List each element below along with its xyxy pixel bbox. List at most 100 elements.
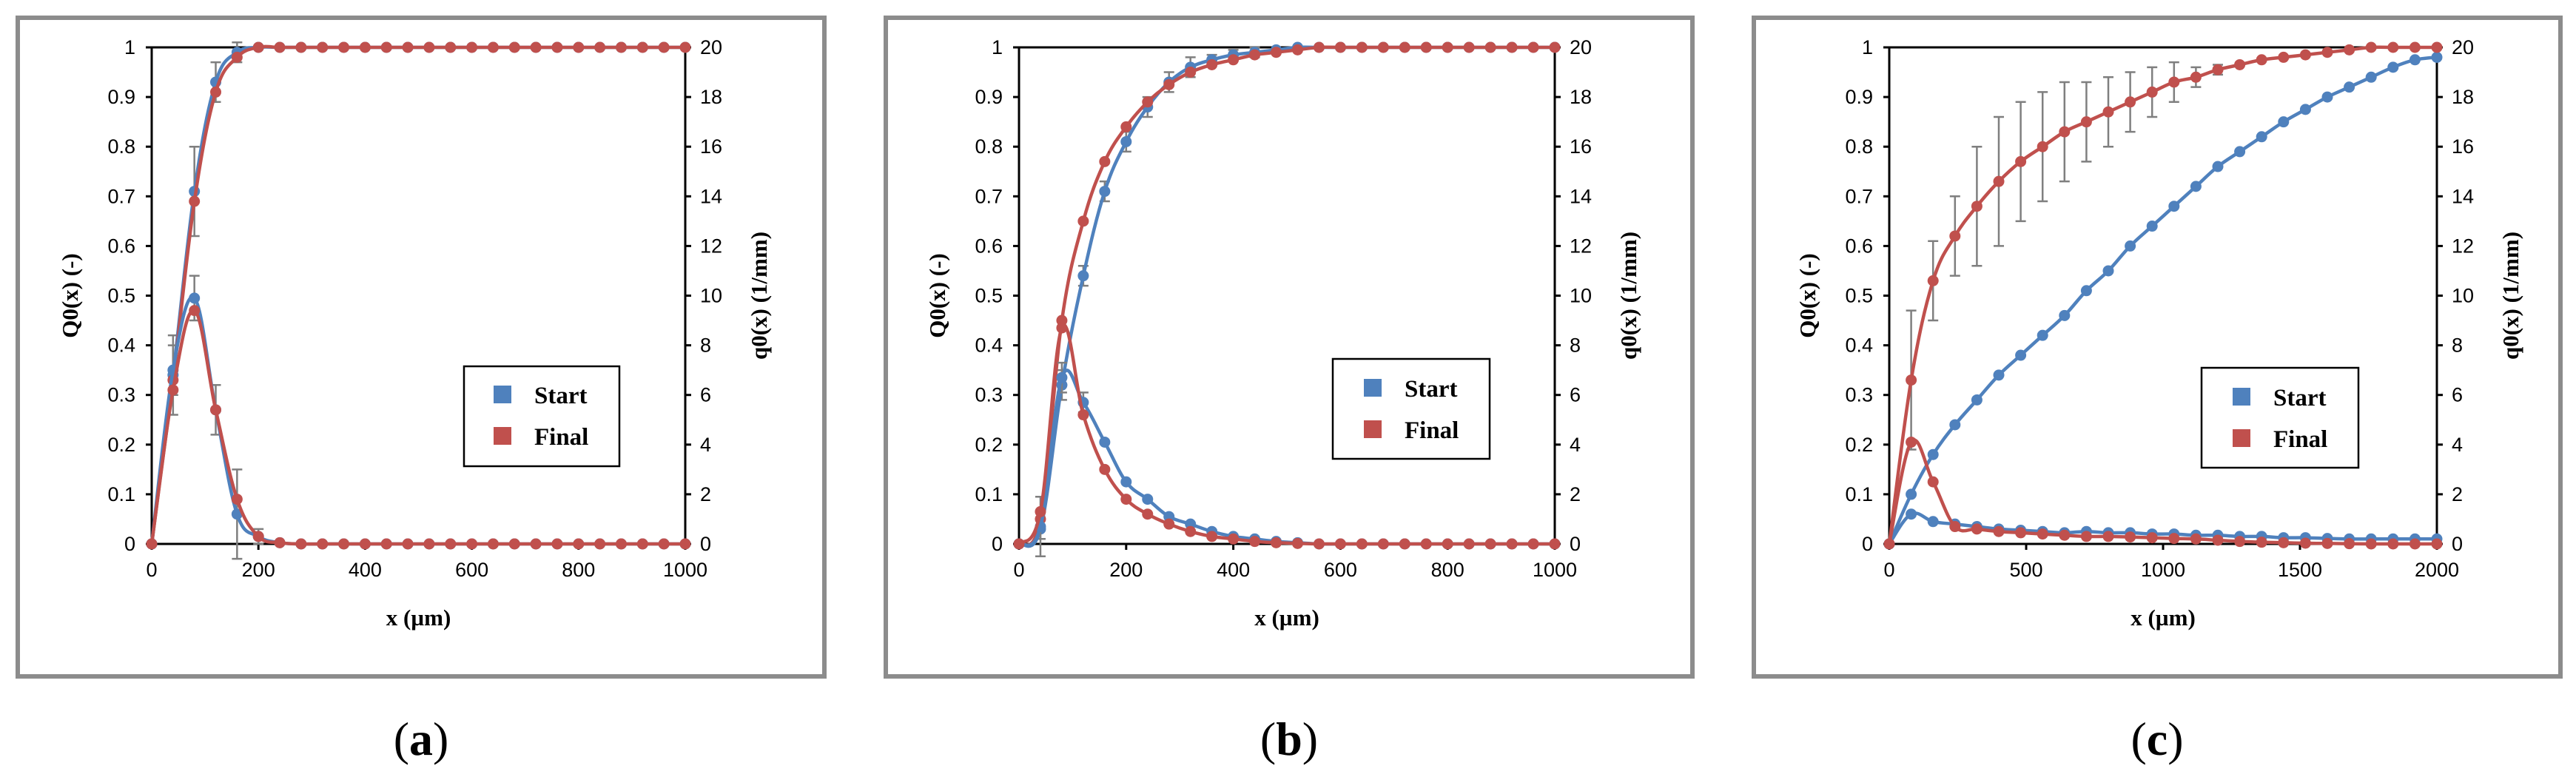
final-q0-point xyxy=(380,538,392,550)
final-q0-point xyxy=(2190,71,2202,83)
x-axis-title: x (µm) xyxy=(1254,605,1319,631)
final-q0-point xyxy=(274,537,286,548)
final-q0-point xyxy=(2168,76,2180,88)
y-tick-left-label: 0.8 xyxy=(975,135,1003,158)
y-tick-left-label: 0.9 xyxy=(975,86,1003,108)
y-tick-right-label: 8 xyxy=(1570,334,1581,357)
final-q0-point xyxy=(1527,41,1539,53)
legend-final-marker xyxy=(1364,420,1382,438)
start-q0-point xyxy=(2102,265,2114,277)
final-q0-point xyxy=(1120,121,1132,132)
final-q0-point xyxy=(1420,538,1432,550)
panel-b: 00.10.20.30.40.50.60.70.80.9102468101214… xyxy=(884,16,1695,765)
final-q0-point xyxy=(1206,58,1218,70)
final-q0-point xyxy=(1949,230,1961,242)
y-tick-right-label: 8 xyxy=(2452,334,2463,357)
final-q0-point xyxy=(317,41,329,53)
final-q0-point xyxy=(530,41,542,53)
final-q0-point xyxy=(1313,538,1325,550)
start-q0-point xyxy=(2278,116,2290,128)
final-q0-point xyxy=(551,538,563,550)
start-q0-point xyxy=(2256,131,2267,143)
final-q0-point xyxy=(445,41,457,53)
final-q0-point xyxy=(2037,528,2048,540)
y-tick-right-label: 6 xyxy=(2452,384,2463,406)
y-axis-title-left: Q0(x) (-) xyxy=(1795,253,1820,337)
final-q0-point xyxy=(1142,96,1154,108)
start-q0-point xyxy=(1906,508,1917,520)
final-q0-point xyxy=(2431,538,2443,550)
final-q0-point xyxy=(573,41,585,53)
y-tick-right-label: 20 xyxy=(1570,36,1592,58)
y-tick-left-label: 0.4 xyxy=(975,334,1003,357)
final-q0-point xyxy=(423,41,435,53)
final-q0-point xyxy=(1099,155,1111,167)
legend-box xyxy=(463,365,621,468)
x-tick-label: 400 xyxy=(1217,559,1250,581)
final-q0-point xyxy=(252,41,264,53)
final-q0-point xyxy=(487,41,499,53)
y-tick-left-label: 0.6 xyxy=(1845,235,1873,257)
final-q0-point xyxy=(231,494,243,505)
x-tick-label: 500 xyxy=(2009,559,2042,581)
final-q0-point xyxy=(1271,537,1282,548)
final-q0-point xyxy=(1883,538,1895,550)
final-q0-point xyxy=(2059,529,2071,541)
final-q0-point xyxy=(1484,41,1496,53)
start-q0-point xyxy=(2168,201,2180,212)
final-q0-point xyxy=(1313,41,1325,53)
final-q0-line xyxy=(149,44,685,545)
x-tick-label: 600 xyxy=(1324,559,1357,581)
final-q0-point xyxy=(295,538,307,550)
final-q0-point xyxy=(2409,41,2421,53)
y-axis-title-right: q0(x) (1/mm) xyxy=(2498,232,2523,360)
y-tick-left-label: 0.6 xyxy=(975,235,1003,257)
y-tick-right-label: 6 xyxy=(700,384,711,406)
final-q0-point xyxy=(1013,538,1025,550)
final-q0-point xyxy=(402,41,414,53)
y-tick-right-label: 16 xyxy=(2452,135,2474,158)
final-q0-point xyxy=(1399,538,1410,550)
legend: Start Final xyxy=(1331,357,1491,460)
final-q0-point xyxy=(1249,536,1261,548)
y-tick-left-label: 0.6 xyxy=(107,235,135,257)
y-tick-right-label: 6 xyxy=(1570,384,1581,406)
final-q0-point xyxy=(1463,41,1475,53)
start-q0-point xyxy=(2190,181,2202,192)
final-q0-point xyxy=(189,305,201,317)
final-q0-point xyxy=(1163,78,1175,90)
start-q0-point xyxy=(2037,329,2048,341)
final-q0-point xyxy=(1291,537,1303,549)
final-q0-point xyxy=(1377,538,1389,550)
x-tick-label: 1500 xyxy=(2278,559,2322,581)
final-q0-point xyxy=(189,195,201,207)
final-q0-point xyxy=(380,41,392,53)
y-tick-right-label: 0 xyxy=(1570,533,1581,555)
final-q0-point xyxy=(1228,533,1240,545)
legend-box xyxy=(1331,357,1491,460)
y-tick-right-label: 2 xyxy=(2452,483,2463,505)
final-q0-point xyxy=(2037,141,2048,152)
final-q0-point xyxy=(2059,126,2071,138)
y-tick-right-label: 2 xyxy=(1570,483,1581,505)
y-tick-left-label: 1 xyxy=(124,36,135,58)
final-q0-point xyxy=(1399,41,1410,53)
final-q0-point xyxy=(252,531,264,542)
final-q0-point xyxy=(2212,64,2224,75)
y-tick-left-label: 1 xyxy=(992,36,1003,58)
final-q0-point xyxy=(1949,521,1961,533)
final-q0-point xyxy=(1035,505,1046,517)
final-q0-point xyxy=(2387,41,2399,53)
start-q0-point xyxy=(2365,71,2377,83)
y-axis-title-left: Q0(x) (-) xyxy=(924,253,950,337)
y-tick-right-label: 14 xyxy=(700,185,722,207)
final-q0-point xyxy=(2365,41,2377,53)
final-q0-point xyxy=(658,538,670,550)
start-q0-point xyxy=(1077,270,1089,282)
x-tick-label: 1000 xyxy=(1533,559,1577,581)
start-q0-point xyxy=(1099,436,1111,448)
final-q0-point xyxy=(615,41,627,53)
final-q0-point xyxy=(1484,538,1496,550)
final-q0-point xyxy=(573,538,585,550)
x-tick-label: 800 xyxy=(562,559,595,581)
